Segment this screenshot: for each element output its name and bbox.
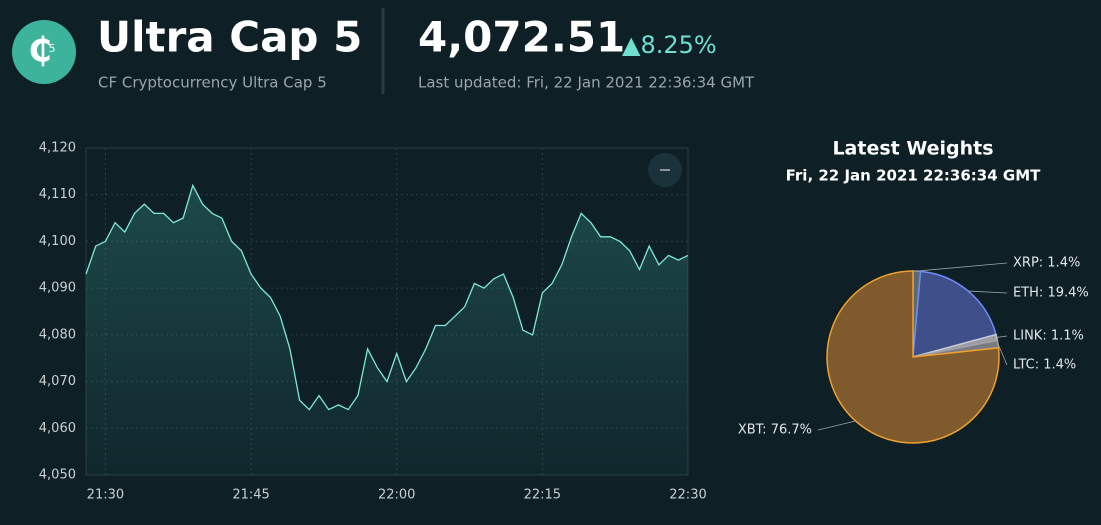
y-tick-label: 4,110 xyxy=(39,187,76,202)
leader-line xyxy=(996,335,1008,338)
pie-slice xyxy=(826,270,1000,444)
x-tick-label: 21:45 xyxy=(232,488,269,503)
change: ▲8.25% xyxy=(622,31,717,59)
x-tick-label: 21:30 xyxy=(87,488,124,503)
pie-title: Latest Weights xyxy=(832,138,993,160)
y-tick-label: 4,090 xyxy=(39,281,76,296)
y-tick-label: 4,100 xyxy=(39,234,76,249)
y-tick-label: 4,070 xyxy=(39,374,76,389)
slice-label: XBT: 76.7% xyxy=(738,423,812,438)
leader-line xyxy=(997,343,1008,366)
slice-label: XRP: 1.4% xyxy=(1013,256,1080,271)
price-line xyxy=(85,183,689,411)
y-tick-label: 4,050 xyxy=(39,468,76,483)
x-tick-label: 22:30 xyxy=(669,488,706,503)
slice-label: LINK: 1.1% xyxy=(1013,329,1084,344)
price: 4,072.51 xyxy=(418,13,625,62)
slice-label: LTC: 1.4% xyxy=(1013,358,1076,373)
pie-subtitle: Fri, 22 Jan 2021 22:36:34 GMT xyxy=(786,167,1041,185)
area xyxy=(86,185,688,475)
logo-symbol: ₵ xyxy=(28,31,52,71)
x-tick-label: 22:15 xyxy=(524,488,561,503)
x-tick-label: 22:00 xyxy=(378,488,415,503)
logo-text: 5 xyxy=(49,42,56,55)
y-tick-label: 4,080 xyxy=(39,327,76,342)
title: Ultra Cap 5 xyxy=(97,13,362,62)
subtitle: CF Cryptocurrency Ultra Cap 5 xyxy=(98,74,327,92)
leader-line xyxy=(916,262,1008,272)
y-tick-label: 4,060 xyxy=(39,421,76,436)
slice-label: ETH: 19.4% xyxy=(1013,286,1089,301)
y-tick-label: 4,120 xyxy=(39,141,76,156)
leader-line xyxy=(968,290,1008,294)
logo xyxy=(12,20,76,84)
last-updated: Last updated: Fri, 22 Jan 2021 22:36:34 … xyxy=(418,74,755,92)
leader-line xyxy=(817,420,856,431)
